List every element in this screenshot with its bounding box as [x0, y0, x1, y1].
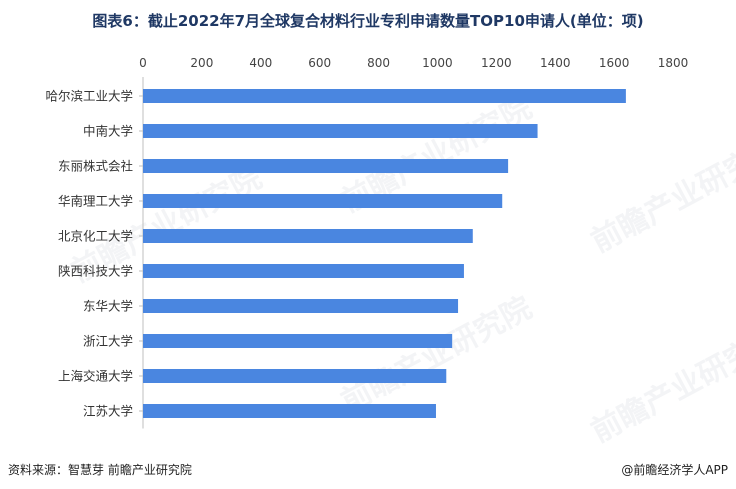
x-tick-label: 600 [308, 56, 331, 70]
bar [143, 159, 509, 173]
bar [143, 89, 626, 103]
x-tick-label: 1000 [422, 56, 453, 70]
x-tick-label: 0 [139, 56, 147, 70]
bar [143, 369, 447, 383]
bar [143, 404, 436, 418]
source-note: 资料来源：智慧芽 前瞻产业研究院 [8, 463, 192, 477]
brand-label: @前瞻经济学人APP [621, 463, 728, 477]
bar [143, 124, 538, 138]
category-label: 北京化工大学 [58, 229, 133, 244]
category-label: 上海交通大学 [58, 369, 133, 384]
x-tick-label: 800 [367, 56, 390, 70]
bar [143, 264, 464, 278]
bar [143, 334, 453, 348]
category-label: 华南理工大学 [58, 194, 133, 209]
x-tick-label: 1600 [599, 56, 630, 70]
x-tick-label: 400 [249, 56, 272, 70]
category-label: 陕西科技大学 [58, 264, 133, 279]
category-label: 东华大学 [83, 299, 133, 314]
bar [143, 229, 473, 243]
x-tick-label: 200 [190, 56, 213, 70]
x-tick-label: 1800 [658, 56, 689, 70]
x-tick-label: 1400 [540, 56, 571, 70]
bar [143, 299, 459, 313]
category-label: 江苏大学 [83, 404, 133, 419]
category-label: 中南大学 [83, 124, 133, 139]
bar [143, 194, 503, 208]
x-tick-label: 1200 [481, 56, 512, 70]
category-label: 浙江大学 [83, 334, 133, 349]
chart-title: 图表6：截止2022年7月全球复合材料行业专利申请数量TOP10申请人(单位：项… [92, 12, 644, 30]
category-label: 东丽株式会社 [58, 159, 133, 174]
category-label: 哈尔滨工业大学 [45, 89, 133, 104]
